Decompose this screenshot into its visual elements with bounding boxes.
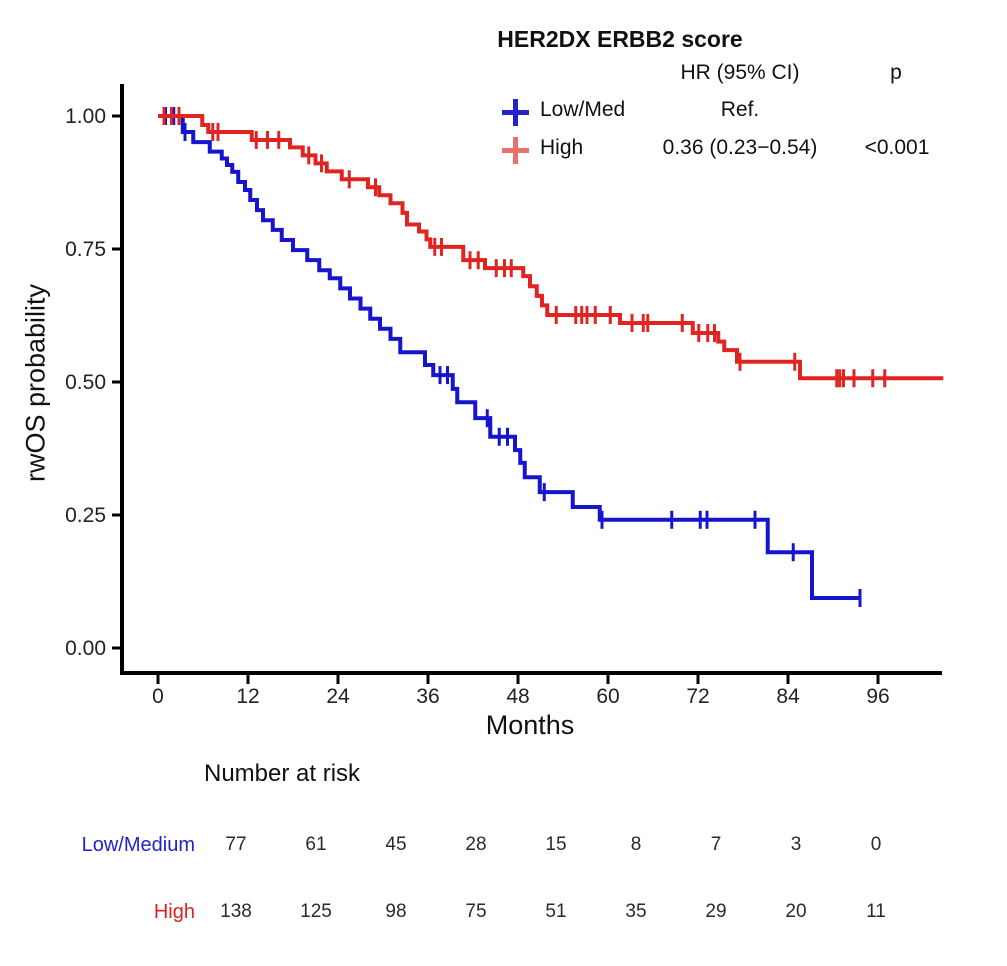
risk-count: 61 — [305, 834, 327, 855]
legend-hr-high: 0.36 (0.23−0.54) — [662, 136, 818, 159]
survival-curve-high — [158, 114, 944, 381]
risk-row-values-high: 138 125 98 75 51 35 29 20 11 — [196, 901, 916, 923]
risk-count: 8 — [630, 834, 642, 855]
x-tick-label: 60 — [596, 685, 619, 708]
plus-icon — [502, 99, 529, 126]
risk-count: 77 — [225, 834, 247, 855]
risk-count: 125 — [300, 901, 332, 922]
legend-hr-low-med: Ref. — [720, 98, 760, 121]
x-tick-label: 48 — [506, 685, 529, 708]
y-tick-label: 1.00 — [65, 105, 106, 128]
y-tick-label: 0.25 — [65, 504, 106, 527]
x-tick-label: 36 — [416, 685, 439, 708]
risk-count: 28 — [465, 834, 487, 855]
survival-plot-area: 0 12 24 36 48 60 72 84 96 0.00 0.25 0.50 0.75 1.00 — [65, 84, 944, 708]
plus-icon — [502, 137, 529, 164]
y-tick-label: 0.00 — [65, 637, 106, 660]
x-tick-label: 72 — [686, 685, 709, 708]
risk-count: 29 — [705, 901, 727, 922]
risk-row-label-high: High — [153, 901, 195, 923]
risk-count: 75 — [465, 901, 487, 922]
legend-p-header: p — [890, 61, 902, 84]
chart-title: HER2DX ERBB2 score — [497, 26, 743, 52]
risk-count: 51 — [545, 901, 567, 922]
risk-count: 11 — [866, 901, 886, 922]
risk-count: 20 — [785, 901, 807, 922]
x-tick-label: 96 — [866, 685, 889, 708]
x-tick-label: 84 — [776, 685, 800, 708]
risk-row-label-low-medium: Low/Medium — [81, 834, 195, 856]
risk-count: 98 — [385, 901, 407, 922]
x-tick-label: 12 — [236, 685, 259, 708]
x-tick-label: 24 — [326, 685, 350, 708]
risk-row-values-low-medium: 77 61 45 28 15 8 7 3 0 — [196, 834, 916, 856]
legend-label-high: High — [540, 136, 584, 159]
risk-table-title: Number at risk — [204, 760, 361, 787]
risk-count: 15 — [545, 834, 567, 855]
risk-count: 3 — [790, 834, 802, 855]
risk-count: 45 — [385, 834, 407, 855]
y-axis-title: rwOS probability — [20, 283, 51, 483]
risk-count: 138 — [220, 901, 252, 922]
survival-curve-low-med — [158, 114, 860, 600]
x-axis-title: Months — [485, 710, 575, 740]
y-tick-label: 0.75 — [65, 238, 106, 261]
risk-count: 7 — [710, 834, 722, 855]
legend-p-high: <0.001 — [864, 136, 930, 159]
y-tick-label: 0.50 — [65, 371, 106, 394]
legend-label-low-med: Low/Med — [540, 98, 626, 121]
risk-count: 35 — [625, 901, 647, 922]
legend-hr-header: HR (95% CI) — [680, 61, 800, 84]
x-tick-label: 0 — [152, 685, 164, 708]
risk-count: 0 — [870, 834, 882, 855]
